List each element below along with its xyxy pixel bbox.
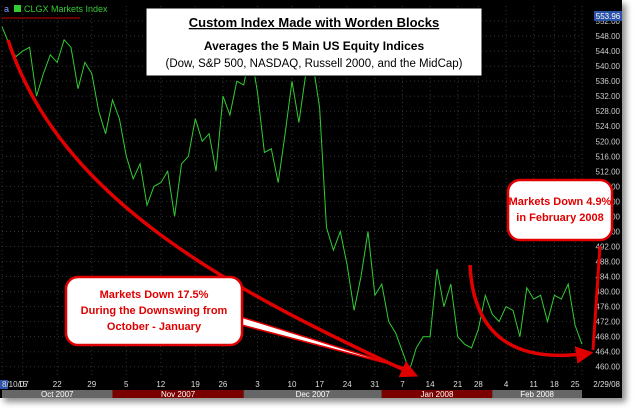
x-tick-label: 8/10/07 (2, 380, 29, 389)
y-tick-label: 548.00 (596, 32, 621, 41)
x-tick-label: 2/29/08 (593, 380, 620, 389)
y-tick-label: 480.00 (596, 288, 621, 297)
callout-downswing-line3: October - January (107, 321, 202, 333)
month-band (381, 390, 493, 398)
month-band (2, 390, 113, 398)
callout-downswing-line2: During the Downswing from (81, 305, 228, 317)
x-tick-label: 17 (315, 380, 324, 389)
title-box: Custom Index Made with Worden Blocks Ave… (145, 7, 483, 77)
callout-february-box (506, 178, 614, 242)
month-band (243, 390, 382, 398)
y-tick-label: 520.00 (596, 137, 621, 146)
y-tick-label: 464.00 (596, 348, 621, 357)
chart-frame: 460.00 464.00 468.00 472.00 476.00 480.00 484.… (0, 0, 622, 398)
x-tick-label: 29 (87, 380, 96, 389)
x-tick-label: 25 (571, 380, 580, 389)
chart-corner-glyph: a (4, 4, 9, 14)
price-tag: 553.96 (594, 11, 622, 21)
month-label: Dec 2007 (296, 390, 331, 398)
chart-svg: 460.00 464.00 468.00 472.00 476.00 480.00 484.… (0, 4, 622, 398)
y-tick-label: 524.00 (596, 122, 621, 131)
x-tick-label: 5 (124, 380, 129, 389)
callout-february-line2: in February 2008 (516, 212, 603, 224)
x-tick-label: 22 (53, 380, 62, 389)
series-line-clgx (1, 26, 583, 373)
y-tick-label: 540.00 (596, 62, 621, 71)
x-tick-label: 18 (550, 380, 559, 389)
y-tick-label: 472.00 (596, 318, 621, 327)
y-tick-label: 544.00 (596, 47, 621, 56)
y-tick-label: 484.00 (596, 273, 621, 282)
legend-swatch (14, 5, 21, 12)
y-tick-label: 512.00 (596, 167, 621, 176)
x-tick-first-highlight (0, 380, 8, 389)
x-tick-label: 11 (530, 380, 539, 389)
price-tag-label: 553.96 (596, 12, 621, 21)
x-tick-label: 15 (18, 380, 27, 389)
y-tick-label: 460.00 (596, 363, 621, 372)
y-tick-label: 532.00 (596, 92, 621, 101)
title-box-background (145, 7, 483, 77)
x-tick-label: 4 (504, 380, 509, 389)
month-label: Oct 2007 (41, 390, 74, 398)
y-tick-label: 528.00 (596, 107, 621, 116)
y-axis: 460.00 464.00 468.00 472.00 476.00 480.00 484.… (596, 17, 621, 372)
x-tick-label: 10 (288, 380, 297, 389)
month-label: Nov 2007 (161, 390, 196, 398)
chart-subtitle: Averages the 5 Main US Equity Indices (204, 39, 425, 53)
legend-label: CLGX Markets Index (24, 4, 108, 14)
y-tick-label: 488.00 (596, 258, 621, 267)
february-arrow (468, 264, 594, 364)
x-tick-label: 28 (474, 380, 483, 389)
x-tick-label: 3 (255, 380, 260, 389)
callout-downswing-box (64, 275, 244, 347)
month-band (492, 390, 582, 398)
y-tick-label: 536.00 (596, 77, 621, 86)
x-tick-label: 26 (218, 380, 227, 389)
y-tick-label: 516.00 (596, 152, 621, 161)
february-callout-pointer (591, 245, 602, 351)
month-label: Feb 2008 (520, 390, 554, 398)
x-tick-label: 24 (343, 380, 352, 389)
legend: a CLGX Markets Index (2, 4, 108, 19)
chart-subtitle-2: (Dow, S&P 500, NASDAQ, Russell 2000, and… (165, 58, 462, 70)
month-label: Jan 2008 (421, 390, 454, 398)
callout-downswing: Markets Down 17.5% During the Downswing … (64, 275, 244, 347)
x-tick-label: 21 (453, 380, 462, 389)
callout-february-line1: Markets Down 4.9% (509, 196, 612, 208)
y-tick-label: 476.00 (596, 303, 621, 312)
x-tick-label: 12 (156, 380, 165, 389)
callout-february: Markets Down 4.9% in February 2008 (506, 178, 614, 242)
x-tick-label: 31 (370, 380, 379, 389)
y-tick-label: 468.00 (596, 333, 621, 342)
price-tag-background (594, 11, 622, 21)
month-band (112, 390, 244, 398)
x-tick-label: 14 (426, 380, 435, 389)
x-tick-label: 19 (191, 380, 200, 389)
callout-downswing-line1: Markets Down 17.5% (100, 289, 209, 301)
downswing-arrow (6, 39, 419, 378)
x-tick-label: 7 (400, 380, 405, 389)
y-tick-label: 492.00 (596, 242, 621, 251)
chart-title: Custom Index Made with Worden Blocks (189, 15, 439, 30)
series-layer (1, 26, 583, 373)
y-tick-label: 552.00 (596, 17, 621, 26)
